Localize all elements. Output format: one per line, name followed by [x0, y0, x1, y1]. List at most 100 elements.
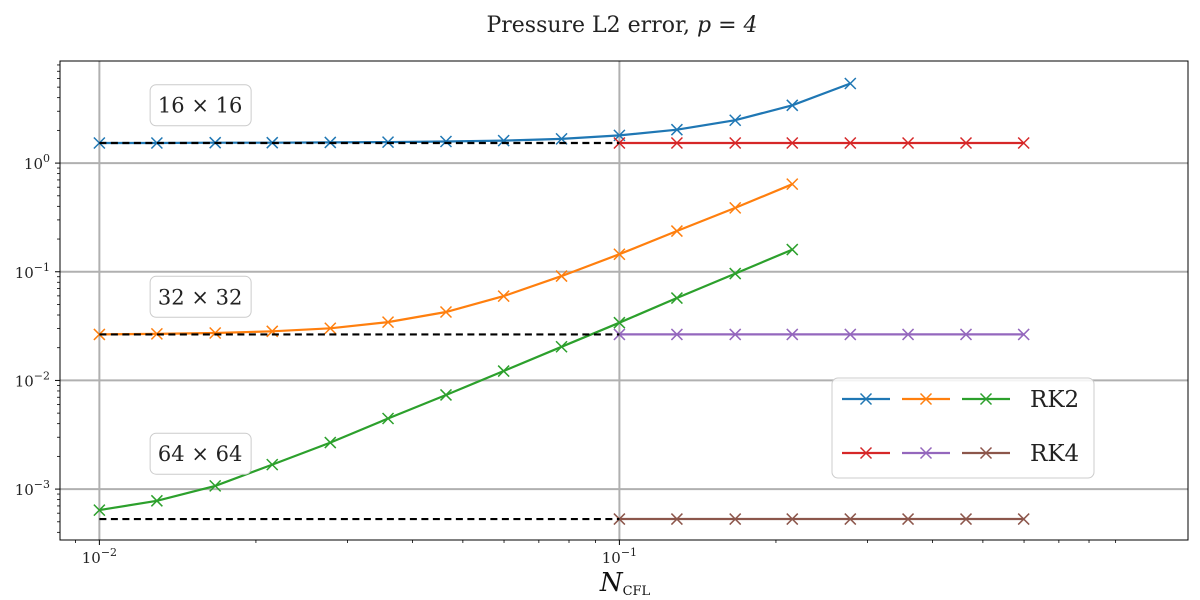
series-marker: [497, 290, 510, 303]
series-marker: [844, 328, 857, 341]
series-marker: [439, 388, 453, 401]
series-marker: [902, 136, 915, 150]
series-marker: [613, 248, 626, 261]
series-marker: [497, 134, 510, 147]
title-main: Pressure L2 error,: [486, 13, 697, 38]
series-marker: [786, 328, 799, 341]
series-line: [99, 82, 851, 145]
legend-marker: [919, 392, 933, 406]
y-tick-exponent: −2: [34, 369, 50, 382]
series-marker: [729, 328, 742, 341]
x-tick-exponent: −2: [101, 546, 117, 559]
legend-marker: [859, 446, 873, 460]
x-label-main: N: [599, 568, 624, 598]
mesh-label-box: [149, 275, 252, 318]
x-axis-label: NCFL: [599, 568, 651, 599]
series-marker: [497, 365, 510, 378]
series-marker: [93, 504, 106, 517]
y-tick-exponent: 0: [43, 152, 50, 165]
series-marker: [93, 328, 106, 341]
y-tick-base: 10: [15, 481, 34, 499]
series-marker: [670, 513, 683, 526]
x-tick-label: 10−1: [602, 546, 637, 567]
series-marker: [324, 436, 337, 449]
series-marker: [209, 479, 222, 492]
series-marker: [786, 243, 799, 256]
series-marker: [844, 136, 857, 150]
x-tick-base: 10: [602, 549, 621, 567]
y-tick-label: 100: [24, 152, 50, 173]
mesh-label-box: [149, 432, 252, 475]
series-marker: [555, 340, 568, 353]
legend-marker: [979, 392, 993, 406]
series-marker: [959, 136, 973, 150]
mesh-label-box: [149, 84, 252, 127]
series-marker: [786, 178, 799, 191]
series-marker: [613, 328, 626, 341]
title-math: p = 4: [697, 13, 758, 38]
series-marker: [729, 201, 742, 214]
y-tick-base: 10: [24, 155, 43, 173]
y-tick-label: 10−3: [15, 478, 50, 499]
series-marker: [439, 305, 453, 319]
series-marker: [670, 328, 683, 341]
y-tick-exponent: −1: [34, 261, 50, 274]
series-marker: [93, 136, 106, 150]
mesh-label: 32 × 32: [158, 285, 242, 309]
annotations: 16 × 16 32 × 32 64 × 64: [149, 84, 252, 475]
legend-label: RK2: [1030, 387, 1079, 413]
series-marker: [959, 328, 973, 341]
series-layer: [93, 77, 1030, 526]
series-marker: [209, 326, 222, 340]
x-label-subscript: CFL: [623, 584, 651, 599]
x-tick-label: 10−2: [82, 546, 117, 567]
series-marker: [902, 328, 915, 341]
series-marker: [670, 292, 683, 305]
series-marker: [613, 513, 626, 526]
series-marker: [902, 513, 915, 526]
mesh-label: 16 × 16: [158, 94, 242, 118]
series-marker: [670, 123, 683, 136]
series-marker: [959, 513, 973, 526]
series-marker: [613, 316, 626, 329]
series-marker: [786, 99, 799, 112]
legend: RK2 RK4: [831, 377, 1095, 479]
series-marker: [844, 77, 857, 90]
y-tick-label: 10−2: [15, 369, 50, 390]
y-tick-label: 10−1: [15, 261, 50, 282]
series-marker: [670, 225, 683, 238]
series-marker: [150, 494, 163, 507]
legend-marker: [859, 392, 873, 406]
series-marker: [439, 135, 453, 148]
series-marker: [266, 458, 279, 471]
mesh-label: 64 × 64: [158, 442, 242, 466]
series-marker: [555, 270, 568, 283]
series-marker: [1017, 513, 1030, 526]
series-marker: [729, 114, 742, 127]
series-marker: [670, 136, 683, 150]
series-marker: [786, 513, 799, 526]
legend-marker: [979, 446, 993, 460]
x-tick-exponent: −1: [621, 546, 637, 559]
series-marker: [729, 136, 742, 150]
x-tick-base: 10: [82, 549, 101, 567]
series-marker: [729, 513, 742, 526]
legend-box: [831, 377, 1095, 479]
y-tick-exponent: −3: [34, 478, 50, 491]
series-marker: [613, 136, 626, 150]
plot-frame: [59, 60, 1189, 541]
series-marker: [382, 412, 395, 425]
series-marker: [1017, 328, 1030, 341]
chart-title: Pressure L2 error, p = 4: [486, 13, 757, 38]
legend-marker: [919, 446, 933, 460]
series-marker: [786, 136, 799, 150]
y-tick-base: 10: [15, 372, 34, 390]
series-marker: [1017, 136, 1030, 150]
series-marker: [729, 267, 742, 280]
series-marker: [382, 316, 395, 329]
series-marker: [324, 322, 337, 335]
y-tick-base: 10: [15, 264, 34, 282]
series-marker: [844, 513, 857, 526]
